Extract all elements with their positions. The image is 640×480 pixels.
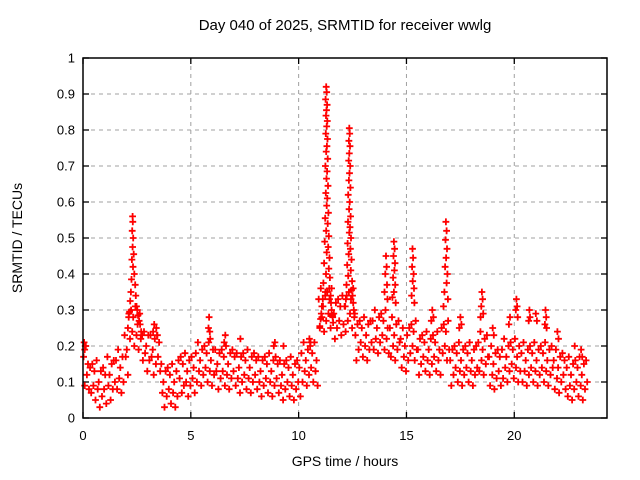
x-tick-label: 5 (187, 428, 194, 443)
y-tick-label: 0 (68, 411, 75, 426)
plot-border (82, 57, 608, 419)
x-tick-label: 10 (291, 428, 305, 443)
y-tick-label: 1 (68, 51, 75, 66)
x-tick-label: 20 (507, 428, 521, 443)
x-axis-label: GPS time / hours (292, 453, 399, 469)
y-tick-label: 0.7 (57, 159, 75, 174)
y-axis-label: SRMTID / TECUs (9, 183, 25, 293)
y-tick-label: 0.1 (57, 375, 75, 390)
x-tick-label: 0 (79, 428, 86, 443)
chart-title: Day 040 of 2025, SRMTID for receiver wwl… (199, 17, 492, 34)
axis-tick-labels: 0 5 10 15 20 0 0.1 0.2 0.3 0.4 0.5 0.6 0.7 0.8 0.9 1 (57, 51, 522, 444)
y-tick-label: 0.9 (57, 87, 75, 102)
y-tick-label: 0.6 (57, 195, 75, 210)
y-tick-label: 0.5 (57, 231, 75, 246)
y-tick-label: 0.8 (57, 123, 75, 138)
y-tick-label: 0.4 (57, 267, 75, 282)
x-tick-label: 15 (399, 428, 413, 443)
y-tick-label: 0.2 (57, 339, 75, 354)
y-tick-label: 0.3 (57, 303, 75, 318)
